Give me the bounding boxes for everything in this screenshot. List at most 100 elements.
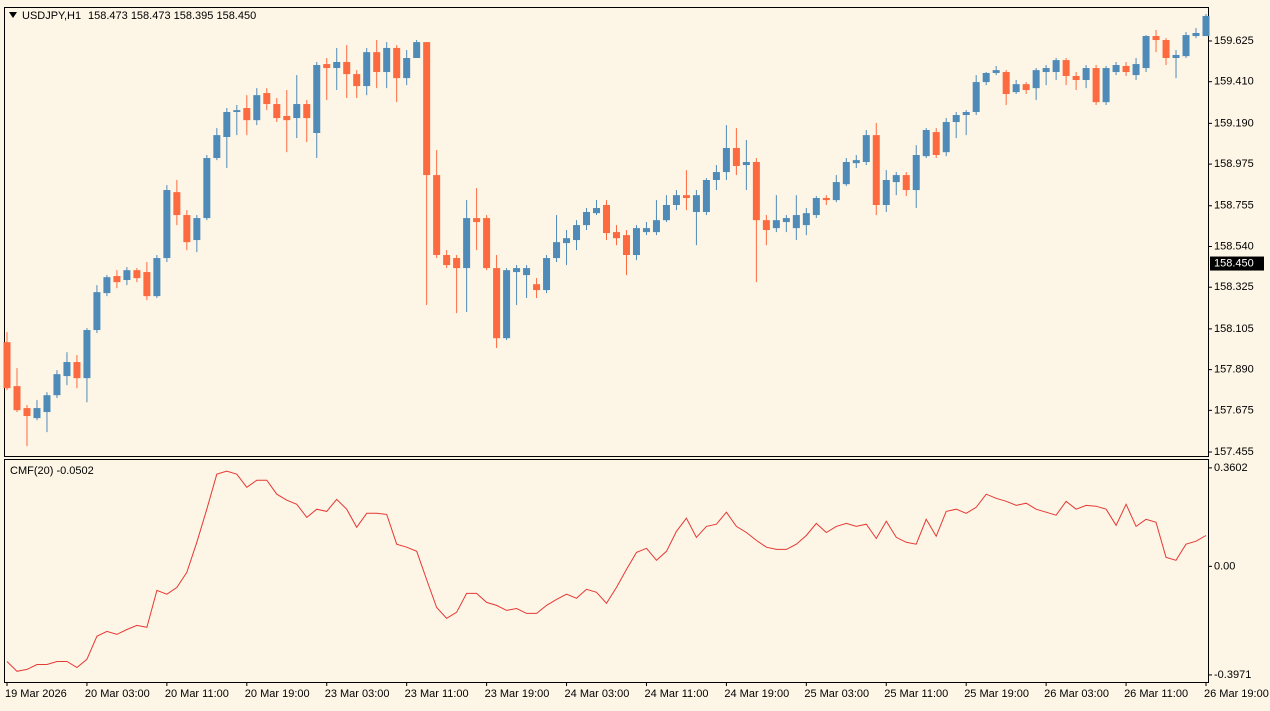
candle-body [23,408,31,417]
candle-body [483,218,491,269]
candle-body [503,270,511,339]
candle-body [1172,54,1180,59]
y-tick-label: 158.325 [1214,281,1254,293]
candle-body [1002,72,1010,95]
ohlc-header: 158.473 158.473 158.395 158.450 [88,10,256,22]
candle-body [1122,65,1130,73]
candle-body [992,70,1000,73]
candle-body [922,129,930,157]
candle-body [213,135,221,159]
candle-body [173,192,181,216]
candle-body [652,220,660,233]
candle-body [662,205,670,221]
candle-body [353,74,361,87]
candle-body [892,175,900,183]
candle-body [253,95,261,121]
candle-body [722,147,730,173]
candle-body [523,268,531,276]
candle-body [273,104,281,119]
candle-body [772,220,780,229]
candle-body [1062,60,1070,77]
candle-body [702,180,710,213]
candle-body [563,238,571,244]
candle-body [1142,36,1150,69]
candle-body [323,64,331,69]
candle-body [742,162,750,166]
candle-body [982,72,990,83]
candle-body [293,104,301,119]
candle-body [792,215,800,229]
y-tick-label: 158.540 [1214,240,1254,252]
candle-body [33,408,41,419]
candle-body [233,110,241,112]
candle-body [782,218,790,223]
candle-body [183,215,191,243]
x-tick-label: 25 Mar 11:00 [884,688,948,700]
y-tick-label: 158.975 [1214,158,1254,170]
candle-body [752,162,760,221]
x-tick-label: 26 Mar 19:00 [1204,688,1269,700]
candle-body [473,218,481,223]
candle-body [203,158,211,219]
collapse-icon[interactable] [9,12,17,18]
candle-body [802,213,810,226]
x-tick-label: 25 Mar 19:00 [964,688,1029,700]
candle-body [712,172,720,181]
y-tick-label: 159.410 [1214,76,1254,88]
candle-body [383,47,391,73]
x-tick-label: 19 Mar 2026 [5,688,67,700]
candle-body [832,182,840,201]
candle-body [543,258,551,291]
candle-body [63,362,71,377]
x-tick-label: 26 Mar 11:00 [1124,688,1188,700]
candle-body [732,147,740,166]
candle-body [443,255,451,266]
y-tick-label: -0.3971 [1214,669,1251,681]
candle-body [1132,64,1140,76]
price-marker [1210,256,1264,271]
candle-body [123,270,131,281]
candle-body [1032,70,1040,89]
candle-body [373,52,381,73]
candle-body [593,208,601,214]
candle-body [1082,68,1090,80]
candle-body [533,284,541,291]
candle-body [932,132,940,155]
candle-body [223,111,231,138]
x-tick-label: 20 Mar 03:00 [85,688,150,700]
candle-body [862,135,870,163]
candle-body [83,330,91,379]
candle-body [113,276,121,283]
y-tick-label: 158.105 [1214,323,1254,335]
candle-body [642,228,650,233]
candle-body [1052,60,1060,73]
candle-body [433,175,441,256]
x-tick-label: 26 Mar 03:00 [1044,688,1109,700]
candle-body [852,160,860,164]
x-tick-label: 25 Mar 03:00 [804,688,869,700]
candle-body [842,162,850,185]
candle-body [822,197,830,201]
candle-body [343,61,351,75]
x-tick-label: 23 Mar 11:00 [405,688,469,700]
candle-body [133,270,141,279]
x-tick-label: 20 Mar 11:00 [165,688,229,700]
candle-body [1102,68,1110,103]
candle-body [882,180,890,206]
y-tick-label: 157.890 [1214,364,1254,376]
candle-body [43,395,51,413]
candle-body [912,154,920,191]
candle-body [1112,65,1120,73]
candle-body [622,235,630,256]
x-tick-label: 23 Mar 19:00 [485,688,550,700]
candle-body [1072,76,1080,80]
candle-body [1092,68,1100,103]
y-tick-label: 157.675 [1214,404,1254,416]
candle-body [762,220,770,231]
candle-body [13,386,21,411]
candle-body [243,108,251,121]
candle-body [682,195,690,198]
price-marker-label: 158.450 [1214,257,1254,269]
candle-body [812,197,820,216]
